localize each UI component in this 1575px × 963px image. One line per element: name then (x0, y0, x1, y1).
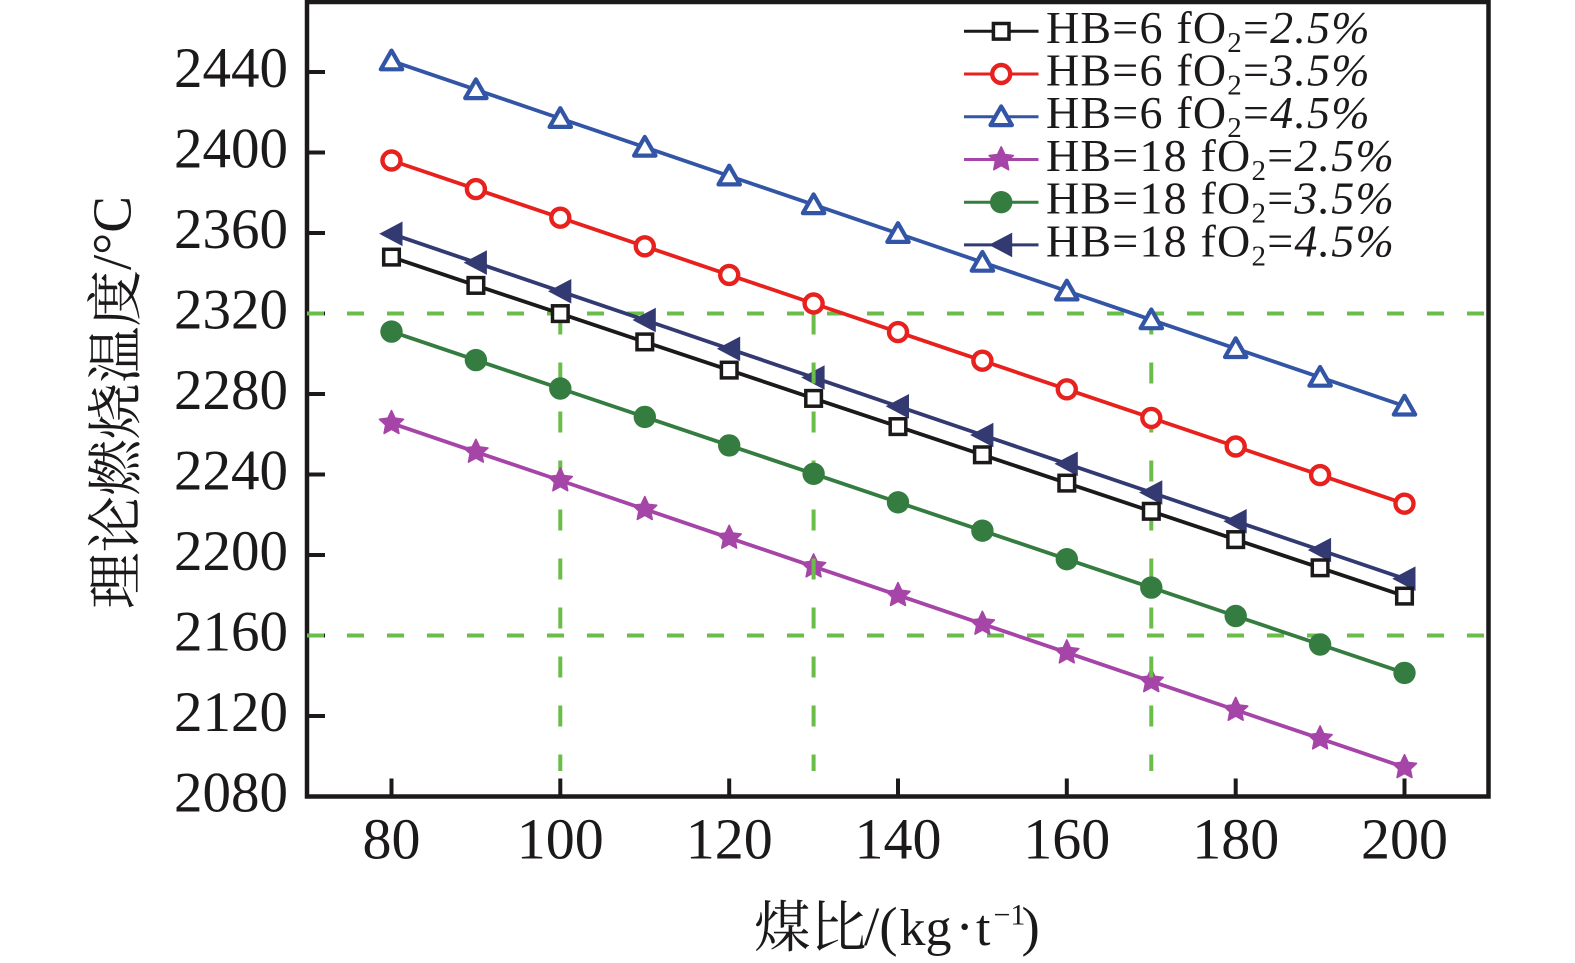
svg-text:200: 200 (1361, 807, 1448, 872)
svg-text:−1: −1 (994, 898, 1026, 931)
svg-text:2200: 2200 (174, 520, 288, 583)
svg-text:/°C: /°C (82, 196, 143, 270)
svg-text:HB=18 fO2=3.5%: HB=18 fO2=3.5% (1046, 173, 1395, 230)
svg-text:t: t (976, 900, 991, 957)
svg-text:160: 160 (1023, 807, 1110, 872)
svg-text:HB=18 fO2=2.5%: HB=18 fO2=2.5% (1046, 130, 1395, 187)
svg-text:/(: /( (864, 896, 898, 957)
svg-text:2080: 2080 (174, 762, 288, 825)
svg-text:2280: 2280 (174, 359, 288, 422)
svg-text:140: 140 (855, 807, 942, 872)
svg-text:·: · (956, 896, 974, 957)
svg-text:HB=6 fO2=2.5%: HB=6 fO2=2.5% (1046, 2, 1371, 59)
svg-text:180: 180 (1192, 807, 1279, 872)
svg-text:2400: 2400 (174, 118, 288, 181)
svg-text:HB=18 fO2=4.5%: HB=18 fO2=4.5% (1046, 215, 1395, 272)
svg-text:2160: 2160 (174, 601, 288, 664)
svg-text:80: 80 (363, 807, 421, 872)
svg-text:HB=6 fO2=4.5%: HB=6 fO2=4.5% (1046, 87, 1371, 144)
svg-text:): ) (1022, 896, 1040, 957)
svg-text:2360: 2360 (174, 198, 288, 261)
svg-text:2320: 2320 (174, 279, 288, 342)
svg-text:120: 120 (686, 807, 773, 872)
svg-text:2240: 2240 (174, 440, 288, 503)
svg-text:100: 100 (517, 807, 604, 872)
svg-text:2120: 2120 (174, 681, 288, 744)
svg-text:kg: kg (900, 900, 952, 957)
svg-text:HB=6 fO2=3.5%: HB=6 fO2=3.5% (1046, 45, 1371, 102)
svg-text:2440: 2440 (174, 37, 288, 100)
